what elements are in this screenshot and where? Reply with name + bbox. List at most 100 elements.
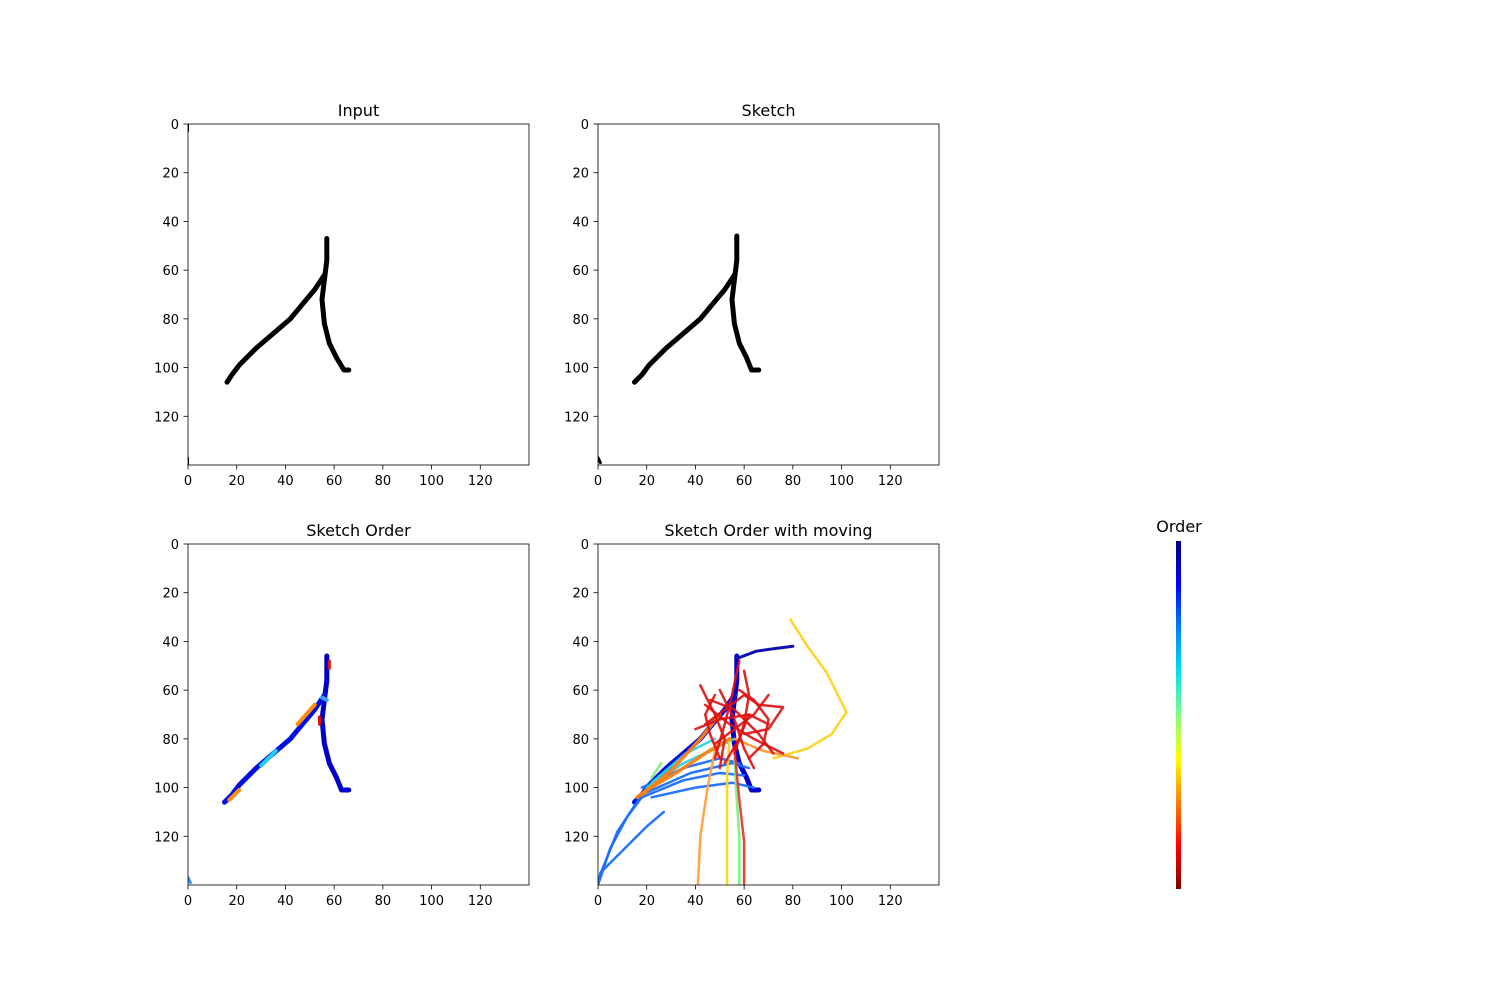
y-tick-label: 80	[162, 733, 179, 748]
stroke-0	[729, 233, 762, 373]
y-tick-label: 80	[572, 733, 589, 748]
panel-title: Sketch Order with moving	[664, 521, 872, 540]
y-tick-label: 40	[162, 635, 179, 650]
y-tick-label: 0	[581, 538, 589, 553]
x-tick-label: 120	[878, 894, 903, 909]
y-tick-label: 120	[564, 830, 589, 845]
y-tick-label: 40	[572, 635, 589, 650]
stroke-31	[703, 693, 722, 760]
axes-frame	[597, 543, 940, 886]
x-tick-label: 100	[829, 894, 854, 909]
y-tick-label: 80	[162, 313, 179, 328]
y-tick-label: 60	[572, 264, 589, 279]
stroke-2	[735, 644, 795, 660]
x-tick-label: 40	[277, 474, 294, 489]
stroke-32	[738, 688, 770, 760]
y-tick-label: 20	[572, 587, 589, 602]
y-tick-label: 100	[564, 362, 589, 377]
y-tick-label: 40	[162, 215, 179, 230]
stroke-20	[733, 737, 799, 760]
stroke-1	[632, 272, 737, 385]
stroke-0	[319, 653, 352, 793]
stroke-3	[320, 695, 329, 702]
x-tick-label: 40	[277, 894, 294, 909]
x-tick-label: 0	[594, 474, 602, 489]
x-tick-label: 40	[687, 474, 704, 489]
x-tick-label: 100	[829, 474, 854, 489]
x-tick-label: 100	[419, 894, 444, 909]
colorbar-title: Order	[1156, 517, 1202, 536]
x-tick-label: 60	[326, 894, 343, 909]
x-tick-label: 60	[326, 474, 343, 489]
stroke-6	[640, 771, 746, 799]
plot-area	[598, 124, 939, 465]
y-tick-label: 20	[162, 587, 179, 602]
y-tick-label: 100	[154, 782, 179, 797]
stroke-12	[650, 761, 663, 780]
axes-frame	[597, 123, 940, 466]
stroke-29	[713, 693, 770, 745]
x-tick-label: 20	[228, 894, 245, 909]
stroke-8	[650, 781, 756, 799]
x-tick-label: 80	[375, 474, 392, 489]
x-tick-label: 20	[228, 474, 245, 489]
stroke-13	[733, 757, 741, 885]
y-tick-label: 120	[154, 410, 179, 425]
panel-title: Input	[338, 101, 379, 120]
y-tick-label: 20	[572, 167, 589, 182]
stroke-24	[699, 684, 726, 770]
y-tick-label: 60	[162, 684, 179, 699]
x-tick-label: 120	[468, 474, 493, 489]
plot-area	[188, 544, 529, 885]
stroke-21	[733, 747, 746, 885]
y-tick-label: 60	[162, 264, 179, 279]
stroke-4	[295, 702, 317, 727]
panel-sketch-order: 0 20 40 60 80 100 120 0 20 40 60 80 100 120 Sketch Ord…	[154, 521, 530, 909]
strokes	[188, 124, 352, 465]
panel-sketch-order-with-moving: 0 20 40 60 80 100 120 0 20 40 60 80 100 120 Sketch Ord…	[564, 521, 940, 909]
colorbar: Order	[1156, 517, 1202, 889]
y-tick-label: 100	[564, 782, 589, 797]
x-tick-label: 80	[785, 474, 802, 489]
panel-sketch: 0 20 40 60 80 100 120 0 20 40 60 80 100 120 Sketch	[564, 101, 940, 489]
stroke-5	[599, 810, 666, 875]
y-tick-label: 0	[581, 118, 589, 133]
stroke-2	[598, 456, 602, 465]
x-tick-label: 100	[419, 474, 444, 489]
panel-input: 0 20 40 60 80 100 120 0 20 40 60 80 100 120 Input	[154, 101, 530, 489]
y-tick-label: 120	[154, 830, 179, 845]
x-tick-label: 0	[184, 474, 192, 489]
panel-title: Sketch	[742, 101, 796, 120]
x-tick-label: 80	[375, 894, 392, 909]
axes-frame	[187, 123, 530, 466]
stroke-2	[259, 749, 278, 768]
x-tick-label: 20	[638, 474, 655, 489]
panel-title: Sketch Order	[306, 521, 411, 540]
strokes	[188, 653, 352, 885]
y-tick-label: 100	[154, 362, 179, 377]
stroke-1	[224, 272, 327, 385]
x-tick-label: 120	[468, 894, 493, 909]
colorbar-gradient	[1176, 541, 1181, 889]
y-tick-label: 0	[171, 118, 179, 133]
stroke-14	[772, 618, 848, 760]
y-tick-label: 40	[572, 215, 589, 230]
plot-area	[598, 544, 939, 885]
x-tick-label: 120	[878, 474, 903, 489]
x-tick-label: 20	[638, 894, 655, 909]
stroke-33	[703, 703, 785, 755]
stroke-0	[319, 236, 352, 373]
stroke-5	[227, 788, 242, 802]
stroke-16	[696, 749, 717, 885]
plot-area	[188, 124, 529, 465]
x-tick-label: 0	[184, 894, 192, 909]
x-tick-label: 0	[594, 894, 602, 909]
x-tick-label: 60	[736, 474, 753, 489]
x-tick-label: 60	[736, 894, 753, 909]
y-tick-label: 120	[564, 410, 589, 425]
axes-frame	[187, 543, 530, 886]
strokes	[598, 618, 848, 885]
y-tick-label: 60	[572, 684, 589, 699]
y-tick-label: 0	[171, 538, 179, 553]
x-tick-label: 40	[687, 894, 704, 909]
